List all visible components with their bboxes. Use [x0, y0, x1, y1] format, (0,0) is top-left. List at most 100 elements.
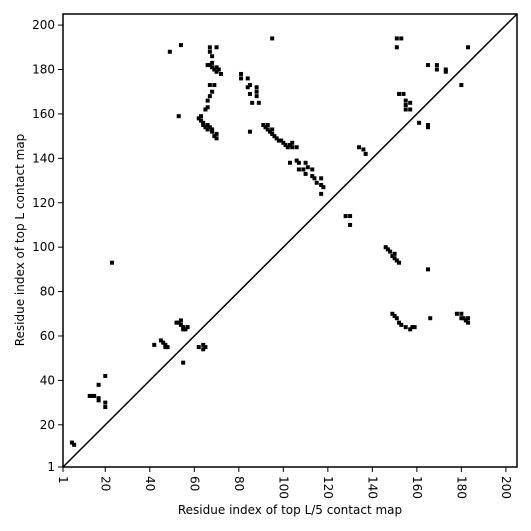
contact-point	[399, 322, 404, 327]
contact-point	[425, 125, 430, 130]
contact-point	[417, 120, 422, 125]
contact-point	[466, 316, 471, 321]
contact-point	[463, 318, 468, 323]
contact-point	[212, 134, 217, 139]
x-axis-label: Residue index of top L/5 contact map	[178, 503, 402, 517]
contact-point	[205, 127, 210, 132]
contact-point	[254, 89, 259, 94]
contact-point	[459, 316, 464, 321]
contact-point	[265, 127, 270, 132]
contact-point	[174, 320, 179, 325]
contact-point	[314, 180, 319, 185]
x-tick-label: 40	[143, 476, 157, 491]
contact-point	[178, 318, 183, 323]
contact-point	[303, 160, 308, 165]
contact-point	[183, 327, 188, 332]
contact-point	[214, 136, 219, 141]
contact-point	[163, 342, 168, 347]
contact-point	[214, 69, 219, 74]
contact-point	[201, 342, 206, 347]
contact-point	[356, 145, 361, 150]
contact-point	[181, 360, 186, 365]
contact-point	[348, 214, 353, 219]
contact-point	[276, 138, 281, 143]
x-tick-label: 20	[98, 476, 112, 491]
contact-point	[185, 325, 190, 330]
contact-point	[294, 158, 299, 163]
contact-point	[285, 145, 290, 150]
contact-point	[214, 131, 219, 136]
contact-point	[305, 165, 310, 170]
contact-point	[388, 249, 393, 254]
contact-point	[466, 45, 471, 50]
contact-point	[296, 160, 301, 165]
contact-point	[205, 123, 210, 128]
contact-point	[201, 347, 206, 352]
contact-point	[296, 167, 301, 172]
contact-point	[319, 182, 324, 187]
contact-point	[207, 94, 212, 99]
contact-point	[403, 107, 408, 112]
contact-point	[394, 258, 399, 263]
contact-point	[96, 382, 101, 387]
contact-point	[216, 67, 221, 72]
y-tick-label: 60	[40, 329, 55, 343]
contact-point	[254, 85, 259, 90]
contact-point	[207, 63, 212, 68]
contact-point	[461, 316, 466, 321]
contact-point	[288, 160, 292, 165]
contact-point	[408, 327, 413, 332]
contact-point	[207, 45, 212, 50]
contact-point	[394, 36, 399, 41]
contact-point	[72, 442, 77, 447]
contact-point	[254, 94, 259, 99]
x-tick-label: 120	[321, 476, 335, 499]
contact-point	[288, 143, 292, 148]
y-tick-label: 120	[32, 196, 55, 210]
contact-point	[181, 327, 186, 332]
y-tick-label: 200	[32, 18, 55, 32]
contact-point	[103, 405, 108, 410]
contact-point	[203, 125, 208, 130]
contact-point	[343, 214, 348, 219]
contact-point	[198, 114, 203, 119]
contact-point	[267, 129, 272, 134]
contact-point	[247, 129, 252, 134]
x-tick-label: 160	[410, 476, 424, 499]
contact-point	[212, 67, 217, 72]
contact-point	[161, 340, 166, 345]
contact-point	[239, 71, 244, 76]
y-tick-label: 1	[47, 460, 55, 474]
contact-point	[270, 131, 275, 136]
contact-point	[207, 125, 212, 130]
contact-point	[103, 400, 108, 405]
contact-point	[247, 83, 252, 88]
contact-point	[96, 396, 101, 401]
x-tick-label: 180	[454, 476, 468, 499]
contact-point	[178, 322, 183, 327]
contact-point	[196, 345, 201, 350]
plot-frame	[62, 13, 518, 468]
contact-point	[412, 325, 417, 330]
contact-point	[210, 127, 215, 132]
contact-point	[397, 91, 402, 96]
contact-point	[165, 345, 170, 350]
contact-point	[434, 67, 439, 72]
contact-point	[210, 89, 215, 94]
x-tick-label: 1	[56, 476, 70, 484]
contact-point	[176, 114, 181, 119]
contact-point	[205, 63, 210, 68]
contact-point	[443, 69, 448, 74]
y-tick-label: 40	[40, 373, 55, 387]
contact-point	[319, 191, 324, 196]
contact-point	[459, 83, 464, 88]
contact-point	[321, 185, 326, 190]
y-tick-label: 160	[32, 107, 55, 121]
contact-point	[103, 373, 108, 378]
contact-point	[270, 127, 275, 132]
contact-point	[425, 123, 430, 128]
contact-point	[403, 103, 408, 108]
x-tick-label: 60	[187, 476, 201, 491]
contact-point	[443, 67, 448, 72]
